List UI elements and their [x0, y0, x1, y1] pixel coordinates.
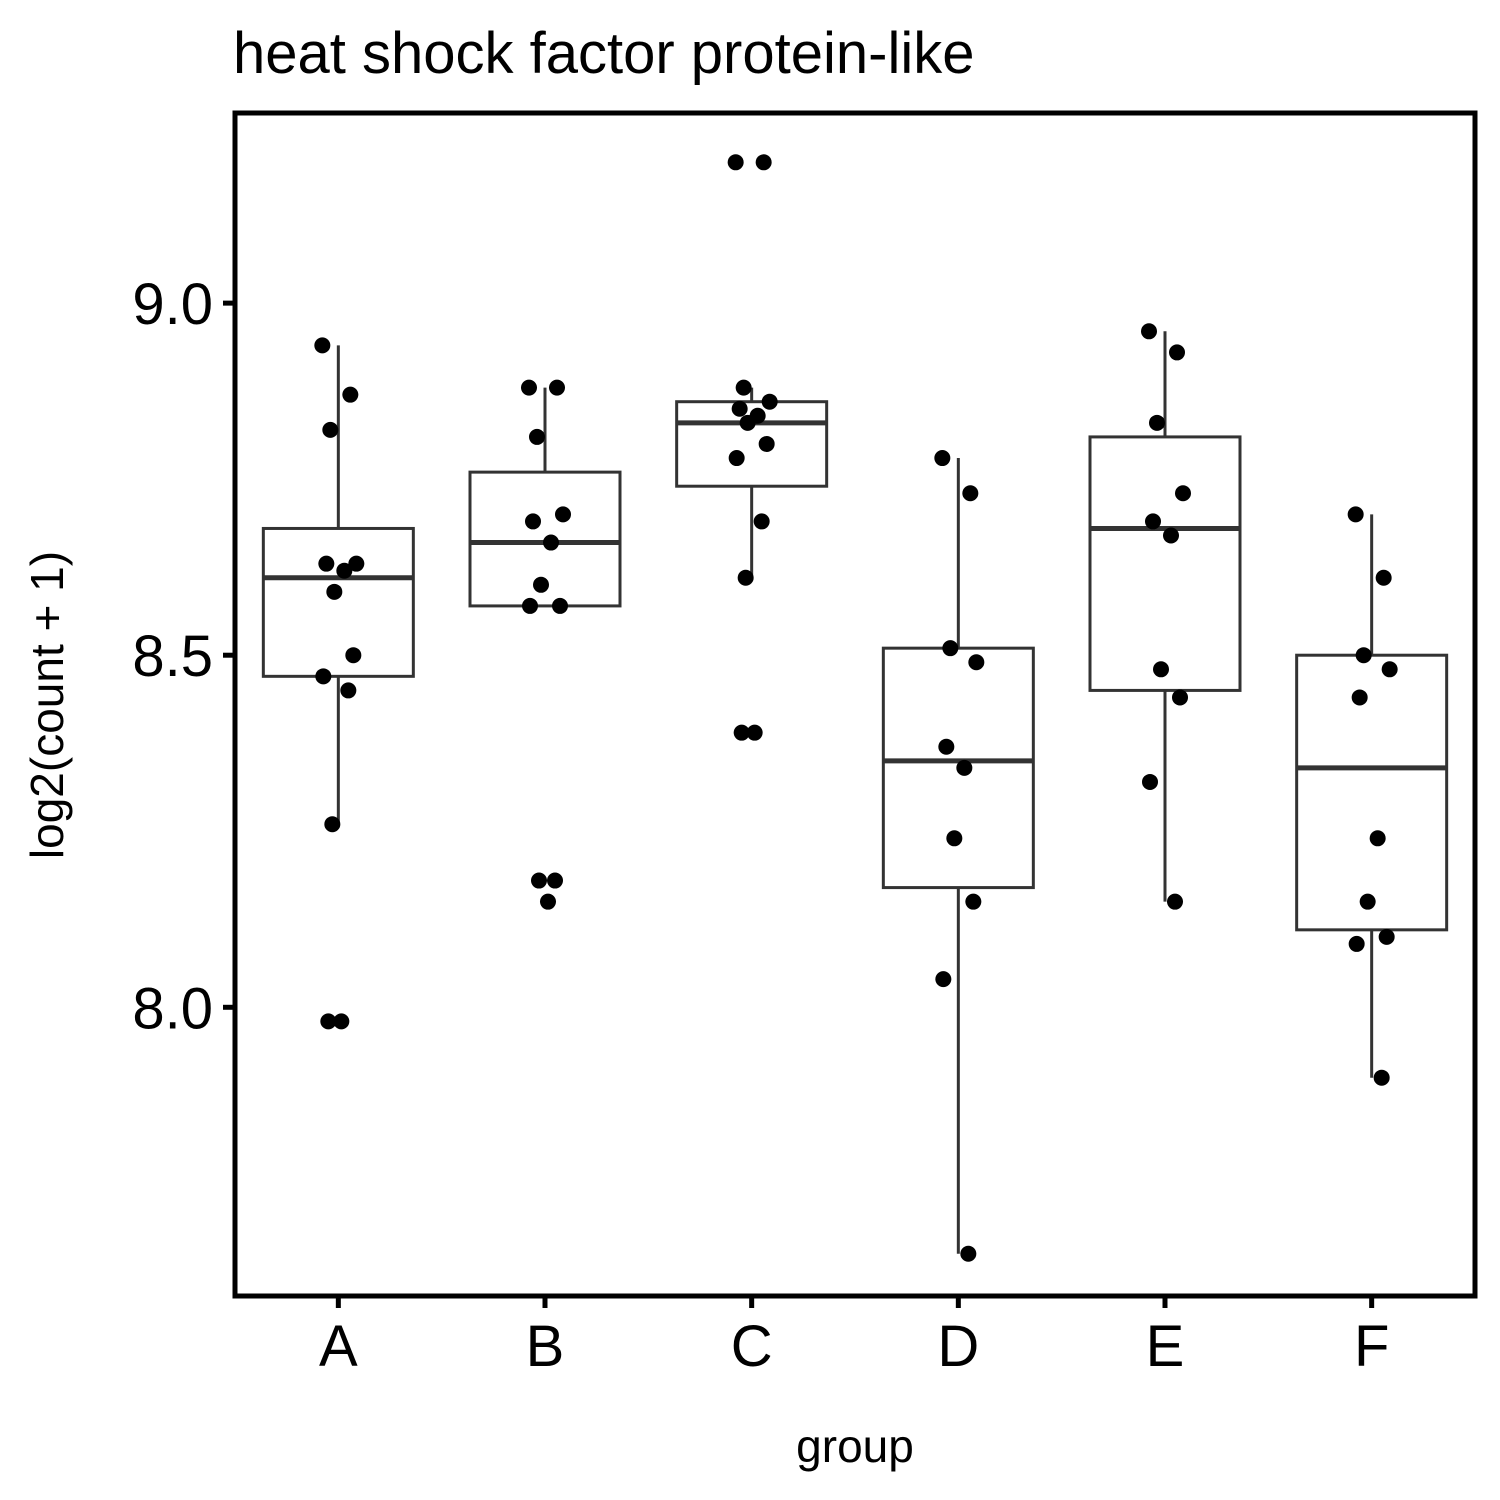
data-point — [1359, 893, 1376, 910]
data-point — [522, 597, 538, 614]
data-point — [1141, 323, 1157, 340]
y-axis: 8.0 8.5 9.0 — [132, 272, 235, 1041]
data-point — [1378, 928, 1395, 945]
x-tick-label: F — [1354, 1314, 1389, 1379]
data-point — [965, 893, 982, 910]
data-point — [1351, 689, 1368, 706]
box-iqr — [1088, 435, 1242, 692]
data-point — [336, 562, 353, 579]
box-group-D — [881, 458, 1035, 1254]
data-point — [956, 759, 973, 776]
x-tick-label: E — [1146, 1314, 1185, 1379]
data-point — [1145, 513, 1161, 530]
y-tick-label: 8.0 — [132, 976, 213, 1041]
data-point — [733, 724, 750, 741]
x-tick-label: B — [526, 1314, 565, 1379]
chart-title: heat shock factor protein-like — [233, 21, 974, 86]
box-group-A — [261, 345, 415, 825]
data-point — [1167, 893, 1183, 910]
data-point — [348, 555, 365, 572]
x-tick-label: C — [731, 1314, 773, 1379]
data-point — [728, 450, 745, 467]
box-iqr — [261, 526, 415, 678]
data-point — [326, 583, 343, 600]
data-point — [529, 428, 545, 445]
data-point — [1355, 647, 1372, 664]
data-point — [761, 393, 778, 410]
y-tick-label: 8.5 — [132, 624, 213, 689]
data-point — [525, 513, 541, 530]
data-point — [555, 506, 571, 523]
data-point — [549, 379, 565, 396]
data-point — [1142, 773, 1158, 790]
data-point — [315, 668, 332, 685]
data-point — [314, 337, 331, 354]
data-point — [340, 682, 357, 699]
data-point — [320, 1013, 337, 1030]
data-point — [345, 647, 362, 664]
data-point — [1163, 527, 1179, 544]
data-point — [737, 569, 754, 586]
x-axis: A B C D E F — [319, 1296, 1389, 1379]
y-tick-label: 9.0 — [132, 272, 213, 337]
data-point — [533, 576, 549, 593]
data-point — [1348, 935, 1365, 952]
box-group-B — [468, 387, 622, 608]
data-point — [755, 154, 772, 171]
data-point — [758, 435, 775, 452]
plot-area — [261, 154, 1449, 1262]
data-point — [1375, 569, 1392, 586]
data-point — [1172, 689, 1188, 706]
data-point — [547, 872, 563, 889]
data-point — [521, 379, 537, 396]
data-point — [753, 513, 770, 530]
data-point — [938, 738, 955, 755]
data-point — [1347, 506, 1364, 523]
box-group-F — [1295, 514, 1449, 1078]
data-point — [1369, 830, 1386, 847]
data-point — [1153, 661, 1169, 678]
plot-panel-border — [232, 110, 1478, 1299]
data-point — [968, 654, 985, 671]
data-point — [731, 400, 748, 417]
x-axis-title: group — [796, 1420, 914, 1472]
box-iqr — [1295, 653, 1449, 932]
data-point — [318, 555, 335, 572]
data-point — [322, 421, 339, 438]
data-point — [552, 597, 568, 614]
data-point — [1175, 485, 1191, 502]
data-point — [727, 154, 744, 171]
data-point — [324, 816, 341, 833]
data-point — [1149, 414, 1165, 431]
data-point — [934, 450, 951, 467]
data-point — [333, 1013, 350, 1030]
x-tick-label: A — [319, 1314, 358, 1379]
data-point — [543, 534, 559, 551]
box-group-E — [1088, 331, 1242, 902]
data-point — [1169, 344, 1185, 361]
data-point — [739, 414, 756, 431]
data-point — [342, 386, 359, 403]
data-point — [540, 893, 556, 910]
data-point — [960, 1245, 977, 1262]
data-point — [1381, 661, 1398, 678]
x-tick-label: D — [937, 1314, 979, 1379]
data-point — [935, 971, 952, 988]
data-point — [746, 724, 763, 741]
data-point — [531, 872, 547, 889]
data-point — [1373, 1069, 1390, 1086]
data-point — [942, 640, 959, 657]
data-point — [735, 379, 752, 396]
data-point — [962, 485, 979, 502]
y-axis-title: log2(count + 1) — [21, 551, 73, 859]
data-point — [946, 830, 963, 847]
